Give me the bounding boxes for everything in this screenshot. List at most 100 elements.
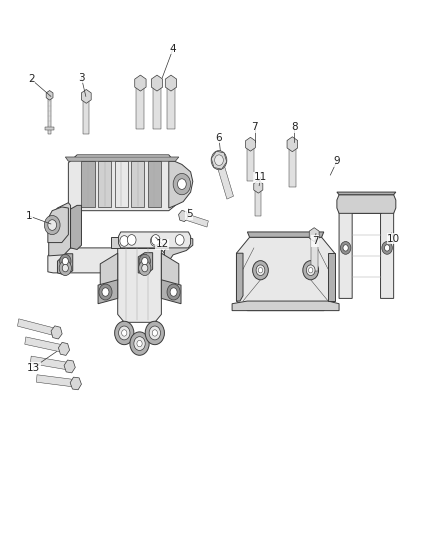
Circle shape bbox=[177, 179, 186, 189]
Polygon shape bbox=[289, 144, 296, 187]
Polygon shape bbox=[45, 127, 54, 131]
Circle shape bbox=[149, 326, 160, 340]
Text: 8: 8 bbox=[291, 122, 297, 132]
Polygon shape bbox=[179, 211, 188, 222]
Polygon shape bbox=[68, 155, 175, 211]
Polygon shape bbox=[70, 377, 81, 390]
Polygon shape bbox=[165, 75, 177, 91]
Polygon shape bbox=[255, 187, 261, 216]
Circle shape bbox=[152, 330, 157, 336]
Polygon shape bbox=[49, 203, 71, 256]
Polygon shape bbox=[119, 232, 191, 248]
Circle shape bbox=[211, 151, 227, 169]
Circle shape bbox=[340, 241, 351, 254]
Polygon shape bbox=[216, 159, 233, 199]
Circle shape bbox=[145, 321, 164, 345]
Polygon shape bbox=[18, 319, 57, 336]
Polygon shape bbox=[153, 83, 161, 130]
Circle shape bbox=[120, 236, 129, 246]
Circle shape bbox=[142, 264, 148, 272]
Text: 10: 10 bbox=[387, 234, 400, 244]
Circle shape bbox=[150, 236, 159, 246]
Polygon shape bbox=[254, 180, 263, 193]
Polygon shape bbox=[247, 232, 324, 237]
Circle shape bbox=[215, 155, 223, 165]
Polygon shape bbox=[161, 253, 179, 293]
Circle shape bbox=[382, 241, 392, 254]
Text: 5: 5 bbox=[186, 209, 193, 220]
Polygon shape bbox=[237, 253, 243, 301]
Polygon shape bbox=[138, 253, 152, 274]
Circle shape bbox=[99, 284, 112, 300]
Text: 7: 7 bbox=[251, 122, 258, 132]
Circle shape bbox=[44, 215, 60, 235]
Circle shape bbox=[60, 254, 71, 268]
Circle shape bbox=[258, 268, 263, 273]
Polygon shape bbox=[339, 204, 352, 298]
Circle shape bbox=[167, 284, 180, 300]
Polygon shape bbox=[237, 237, 335, 311]
Text: 9: 9 bbox=[334, 156, 340, 166]
Polygon shape bbox=[247, 144, 254, 181]
Polygon shape bbox=[25, 337, 64, 352]
Polygon shape bbox=[232, 301, 339, 311]
Circle shape bbox=[385, 245, 390, 251]
Circle shape bbox=[115, 321, 134, 345]
Circle shape bbox=[170, 288, 177, 296]
Polygon shape bbox=[118, 240, 161, 322]
Polygon shape bbox=[51, 326, 62, 339]
Text: 1: 1 bbox=[26, 211, 32, 221]
Circle shape bbox=[139, 261, 151, 276]
Polygon shape bbox=[48, 94, 51, 134]
Polygon shape bbox=[111, 237, 168, 248]
Polygon shape bbox=[131, 161, 145, 207]
Text: 7: 7 bbox=[312, 236, 318, 246]
Polygon shape bbox=[98, 161, 111, 207]
Polygon shape bbox=[48, 248, 164, 273]
Polygon shape bbox=[81, 90, 91, 103]
Polygon shape bbox=[135, 75, 146, 91]
Circle shape bbox=[256, 265, 265, 276]
Circle shape bbox=[308, 268, 313, 273]
Text: 13: 13 bbox=[27, 362, 40, 373]
Circle shape bbox=[59, 261, 71, 276]
Polygon shape bbox=[152, 75, 162, 91]
Circle shape bbox=[253, 261, 268, 280]
Text: 11: 11 bbox=[254, 172, 267, 182]
Circle shape bbox=[130, 332, 149, 356]
Polygon shape bbox=[115, 161, 128, 207]
Circle shape bbox=[48, 220, 57, 230]
Circle shape bbox=[151, 235, 160, 245]
Circle shape bbox=[119, 326, 130, 340]
Polygon shape bbox=[169, 161, 193, 208]
Circle shape bbox=[137, 341, 142, 347]
Polygon shape bbox=[36, 375, 76, 387]
Polygon shape bbox=[100, 253, 118, 293]
Polygon shape bbox=[64, 360, 75, 373]
Polygon shape bbox=[164, 237, 193, 269]
Polygon shape bbox=[246, 138, 255, 151]
Polygon shape bbox=[137, 83, 145, 130]
Polygon shape bbox=[311, 235, 318, 271]
Polygon shape bbox=[83, 96, 89, 134]
Text: 3: 3 bbox=[78, 73, 85, 83]
Polygon shape bbox=[211, 151, 227, 169]
Circle shape bbox=[62, 257, 68, 265]
Text: 12: 12 bbox=[155, 239, 169, 249]
Polygon shape bbox=[81, 161, 95, 207]
Polygon shape bbox=[161, 280, 181, 304]
Polygon shape bbox=[183, 213, 208, 227]
Circle shape bbox=[122, 330, 127, 336]
Text: 6: 6 bbox=[215, 133, 223, 143]
Polygon shape bbox=[30, 356, 70, 370]
Polygon shape bbox=[337, 192, 396, 195]
Polygon shape bbox=[65, 157, 179, 161]
Polygon shape bbox=[381, 204, 394, 298]
Polygon shape bbox=[287, 137, 298, 152]
Circle shape bbox=[173, 173, 191, 195]
Polygon shape bbox=[57, 254, 73, 275]
Circle shape bbox=[303, 261, 318, 280]
Circle shape bbox=[62, 264, 68, 272]
Polygon shape bbox=[46, 91, 53, 100]
Text: 4: 4 bbox=[170, 44, 177, 53]
